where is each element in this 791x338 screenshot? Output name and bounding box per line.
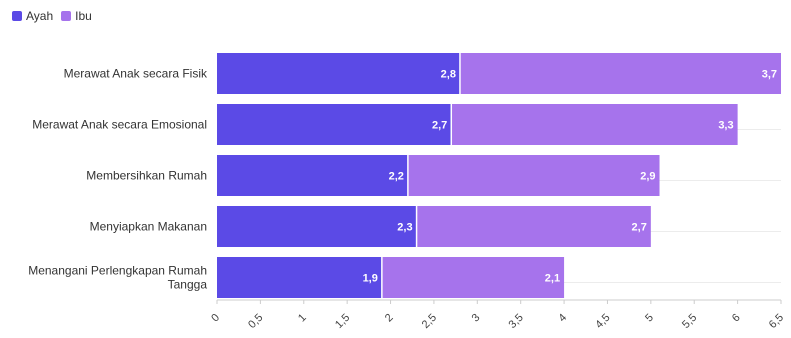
x-tick-label: 3,5 <box>507 312 526 331</box>
bar-value-label: 2,1 <box>545 273 560 285</box>
x-tick-label: 1,5 <box>333 312 352 331</box>
bar-ibu <box>459 53 781 94</box>
bar-value-label: 3,3 <box>718 120 733 132</box>
legend-label-ayah: Ayah <box>26 9 54 23</box>
legend-swatch-ibu <box>61 11 72 21</box>
category-label: Membersihkan Rumah <box>86 169 207 183</box>
bar-value-label: 2,7 <box>632 222 647 234</box>
legend: Ayah Ibu <box>12 9 92 23</box>
bar-value-label: 2,2 <box>389 171 404 183</box>
category-label: Menangani Perlengkapan Rumah <box>28 264 207 278</box>
x-tick-label: 6,5 <box>767 312 786 331</box>
bar-ibu <box>451 104 738 145</box>
bar-ayah <box>217 104 452 145</box>
x-tick-label: 4,5 <box>593 312 612 331</box>
legend-label-ibu: Ibu <box>75 9 92 23</box>
x-tick-label: 5 <box>643 312 656 325</box>
bar-value-label: 2,8 <box>441 69 456 81</box>
legend-item-ibu[interactable]: Ibu <box>61 9 92 23</box>
bar-value-label: 2,3 <box>397 222 412 234</box>
x-tick-label: 6 <box>730 312 743 325</box>
bar-ayah <box>217 53 460 94</box>
x-tick-label: 1 <box>296 312 309 325</box>
x-tick-label: 3 <box>470 312 483 325</box>
x-tick-label: 2 <box>383 312 396 325</box>
category-label: Menyiapkan Makanan <box>90 220 207 234</box>
legend-item-ayah[interactable]: Ayah <box>12 9 53 23</box>
x-tick-label: 0,5 <box>246 312 265 331</box>
x-tick-label: 2,5 <box>420 312 439 331</box>
x-tick-label: 4 <box>556 312 569 325</box>
bar-ibu <box>381 257 565 298</box>
bar-value-label: 1,9 <box>363 273 378 285</box>
bar-value-label: 2,9 <box>640 171 655 183</box>
bar-ibu <box>407 155 660 196</box>
bar-ibu <box>416 206 651 247</box>
x-tick-label: 5,5 <box>680 312 699 331</box>
bar-ayah <box>217 155 408 196</box>
legend-swatch-ayah <box>12 11 22 21</box>
category-label: Merawat Anak secara Emosional <box>32 118 207 132</box>
bar-ayah <box>217 257 382 298</box>
bar-ayah <box>217 206 417 247</box>
category-label: Merawat Anak secara Fisik <box>64 67 208 81</box>
x-tick-label: 0 <box>209 312 222 325</box>
bar-value-label: 2,7 <box>432 120 447 132</box>
bar-value-label: 3,7 <box>762 69 777 81</box>
category-label: Tangga <box>168 278 208 292</box>
